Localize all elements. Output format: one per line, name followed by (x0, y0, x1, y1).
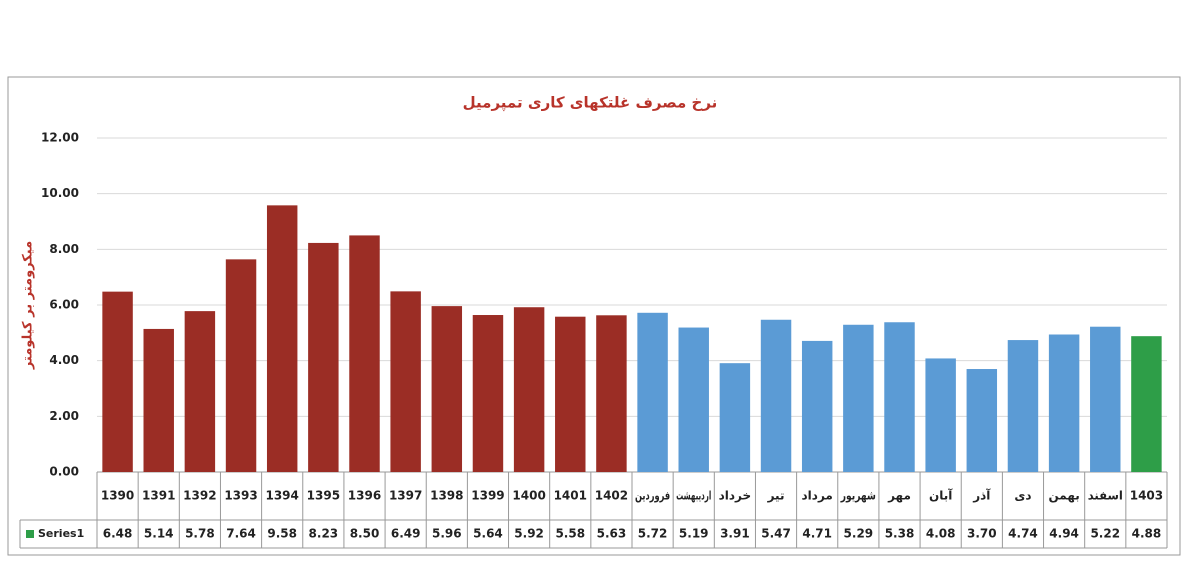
chart-title: نرخ مصرف غلتکهای کاری تمپرمیل (463, 94, 718, 113)
value-label: 3.91 (720, 527, 750, 541)
bar (1090, 326, 1121, 472)
value-label: 4.08 (926, 527, 956, 541)
x-tick-label: 1395 (307, 489, 340, 503)
bar (308, 242, 339, 472)
bar (513, 307, 545, 472)
x-tick-label: مرداد (802, 489, 833, 503)
value-label: 5.14 (144, 527, 174, 541)
bar (801, 340, 833, 472)
x-tick-label: 1390 (101, 489, 134, 503)
y-tick-label: 12.00 (41, 131, 79, 145)
bar (184, 311, 216, 472)
bar (555, 316, 586, 472)
value-label: 5.72 (638, 527, 668, 541)
x-tick-label: 1396 (348, 489, 381, 503)
x-tick-label: 1403 (1130, 489, 1163, 503)
y-tick-label: 10.00 (41, 186, 79, 200)
y-axis-label: میکرومتر بر کیلومتر (21, 241, 36, 370)
bar (266, 205, 298, 472)
x-tick-label: 1392 (183, 489, 216, 503)
value-label: 5.58 (555, 527, 585, 541)
y-tick-label: 6.00 (49, 298, 79, 312)
bar (1007, 340, 1039, 472)
bar (390, 291, 421, 472)
x-tick-label: 1394 (265, 489, 298, 503)
chart-border (7, 76, 1181, 556)
x-tick-label: 1393 (224, 489, 257, 503)
value-label: 5.19 (679, 527, 709, 541)
x-tick-label: فروردین (635, 489, 670, 504)
x-tick-label: اردیبهشت (676, 489, 711, 503)
y-tick-label: 0.00 (49, 465, 79, 479)
value-label: 8.50 (350, 527, 380, 541)
bar (431, 306, 463, 472)
x-tick-label: 1400 (512, 489, 545, 503)
x-tick-label: 1399 (471, 489, 504, 503)
x-tick-label: آذر (972, 488, 991, 503)
bar (925, 358, 956, 472)
x-tick-label: دی (1014, 489, 1031, 503)
x-tick-label: خرداد (719, 489, 752, 503)
value-label: 6.49 (391, 527, 421, 541)
bar (143, 328, 174, 472)
value-label: 4.94 (1049, 527, 1079, 541)
bar (1048, 334, 1080, 472)
x-tick-label: تیر (767, 489, 785, 503)
bar (349, 235, 380, 472)
bar (596, 315, 627, 472)
value-label: 5.47 (761, 527, 791, 541)
x-tick-label: بهمن (1048, 489, 1079, 503)
value-label: 5.22 (1090, 527, 1120, 541)
value-label: 7.64 (226, 527, 256, 541)
x-tick-label: شهریور (840, 489, 876, 504)
x-tick-label: 1398 (430, 489, 463, 503)
value-label: 4.71 (802, 527, 832, 541)
value-label: 5.92 (514, 527, 544, 541)
value-label: 5.96 (432, 527, 462, 541)
bar (966, 369, 998, 472)
bar (843, 324, 874, 472)
value-label: 5.64 (473, 527, 503, 541)
bar (225, 259, 257, 472)
bar (678, 327, 709, 472)
x-tick-label: آبان (929, 488, 953, 503)
y-tick-label: 8.00 (49, 242, 79, 256)
value-label: 5.78 (185, 527, 215, 541)
bar (719, 363, 751, 472)
value-label: 6.48 (103, 527, 133, 541)
bar (1131, 336, 1162, 472)
x-tick-label: 1391 (142, 489, 175, 503)
value-label: 5.63 (597, 527, 627, 541)
value-label: 4.88 (1132, 527, 1162, 541)
bar (637, 312, 668, 472)
value-label: 5.29 (844, 527, 874, 541)
x-tick-label: 1401 (554, 489, 587, 503)
value-label: 5.38 (885, 527, 915, 541)
x-tick-label: اسفند (1088, 489, 1123, 503)
bar (884, 322, 915, 472)
value-label: 8.23 (309, 527, 339, 541)
value-label: 4.74 (1008, 527, 1038, 541)
value-label: 9.58 (267, 527, 297, 541)
value-label: 3.70 (967, 527, 997, 541)
x-tick-label: مهر (887, 489, 911, 503)
legend-label: Series1 (38, 527, 84, 540)
legend-key (26, 530, 34, 538)
bar (102, 291, 133, 472)
bar (472, 315, 504, 472)
y-tick-label: 2.00 (49, 409, 79, 423)
x-tick-label: 1402 (595, 489, 628, 503)
bar (760, 319, 792, 472)
x-tick-label: 1397 (389, 489, 422, 503)
y-tick-label: 4.00 (49, 353, 79, 367)
